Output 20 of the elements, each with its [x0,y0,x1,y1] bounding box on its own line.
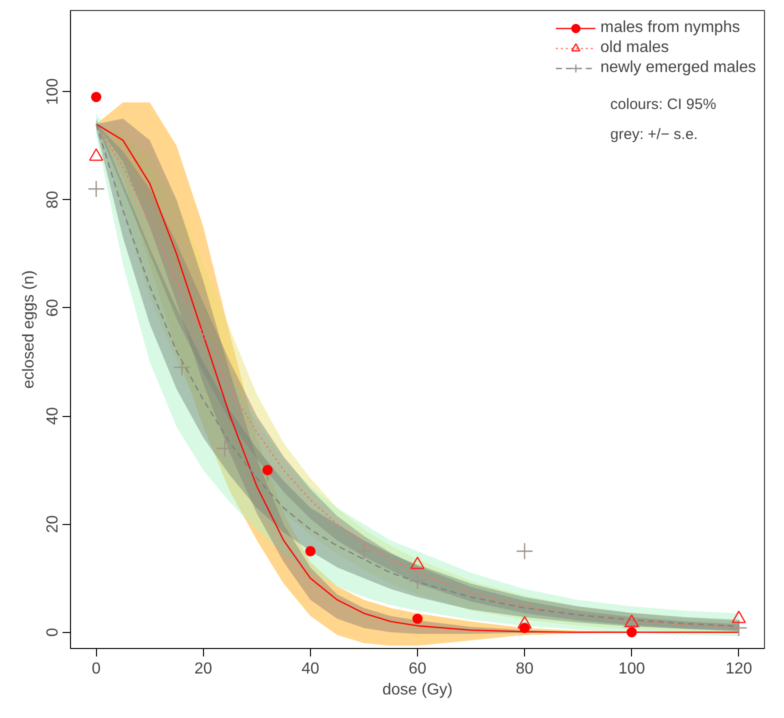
annotation: colours: CI 95% [610,96,716,114]
x-tick-label: 20 [194,660,212,678]
y-tick-label: 60 [44,298,62,317]
x-tick-label: 0 [92,660,101,678]
x-tick-label: 80 [516,660,534,678]
legend-label: males from nymphs [600,19,740,37]
legend-label: newly emerged males [600,59,756,77]
y-tick-label: 20 [44,515,62,534]
x-tick-label: 100 [618,660,646,678]
y-tick-label: 80 [44,190,62,209]
legend-label: old males [600,39,669,57]
y-tick-label: 40 [44,407,62,425]
x-axis-title: dose (Gy) [382,682,453,698]
x-tick-label: 120 [725,660,752,678]
y-axis-title: eclosed eggs (n) [20,270,38,389]
y-tick-label: 0 [44,628,62,637]
x-tick-label: 40 [302,660,320,678]
annotation: grey: +/− s.e. [610,126,698,143]
y-tick-label: 100 [44,78,62,105]
x-tick-label: 60 [408,660,426,678]
